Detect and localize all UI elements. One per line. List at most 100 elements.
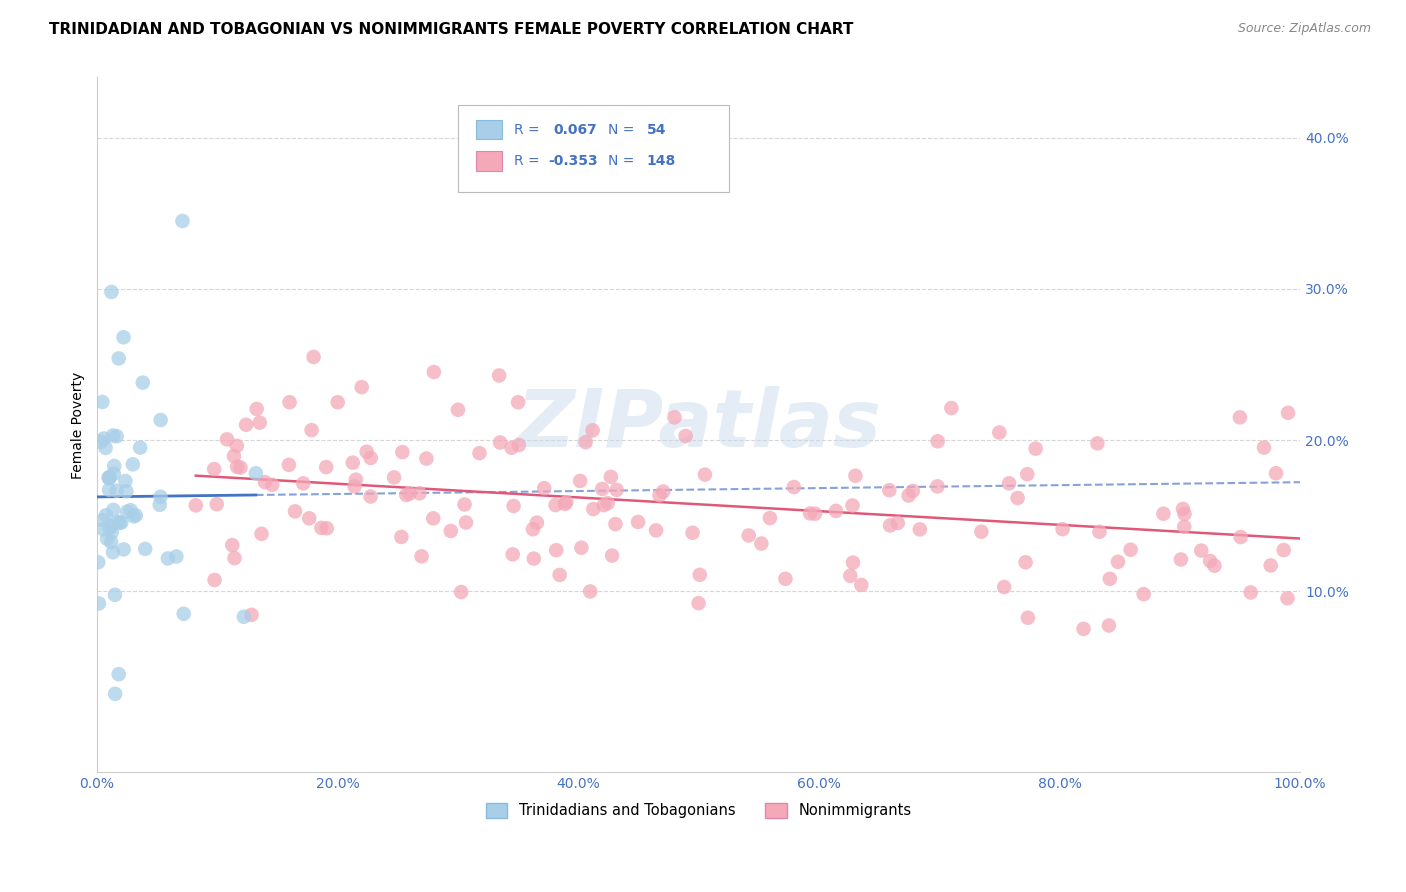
- Point: [1088, 524, 1111, 539]
- Point: [555, 495, 578, 509]
- Point: [693, 467, 716, 482]
- Text: N =: N =: [609, 122, 640, 136]
- Point: [278, 395, 301, 409]
- Point: [1119, 542, 1142, 557]
- Point: [502, 547, 524, 561]
- Point: [591, 482, 613, 496]
- Text: Source: ZipAtlas.com: Source: ZipAtlas.com: [1237, 22, 1371, 36]
- Point: [592, 498, 614, 512]
- Point: [901, 483, 924, 498]
- Point: [1173, 519, 1195, 533]
- Point: [93, 522, 115, 536]
- Point: [100, 535, 122, 549]
- Point: [887, 516, 910, 530]
- Point: [98, 520, 121, 534]
- Point: [1107, 555, 1129, 569]
- Point: [101, 545, 124, 559]
- Point: [988, 425, 1011, 440]
- Point: [1260, 558, 1282, 573]
- Point: [1253, 441, 1275, 455]
- Point: [398, 486, 420, 500]
- Point: [1017, 611, 1039, 625]
- Point: [149, 413, 172, 427]
- FancyBboxPatch shape: [458, 105, 728, 192]
- Point: [342, 456, 364, 470]
- Point: [1132, 587, 1154, 601]
- Point: [737, 528, 759, 542]
- Point: [1189, 543, 1212, 558]
- Text: 0.067: 0.067: [553, 122, 596, 136]
- Point: [1017, 467, 1039, 482]
- Text: -0.353: -0.353: [548, 153, 598, 168]
- Point: [87, 555, 110, 569]
- Point: [103, 467, 125, 481]
- Point: [315, 460, 337, 475]
- Point: [104, 588, 127, 602]
- Point: [544, 498, 567, 512]
- Point: [105, 483, 128, 498]
- Point: [94, 508, 117, 523]
- Point: [645, 524, 668, 538]
- Point: [225, 439, 247, 453]
- Point: [851, 578, 873, 592]
- Point: [927, 479, 949, 493]
- Point: [759, 511, 782, 525]
- Point: [675, 429, 697, 443]
- Point: [844, 468, 866, 483]
- Point: [98, 471, 121, 485]
- Point: [1229, 410, 1251, 425]
- Point: [1240, 585, 1263, 599]
- Point: [1025, 442, 1047, 456]
- Point: [682, 525, 704, 540]
- Point: [522, 522, 544, 536]
- Point: [605, 517, 627, 532]
- Point: [262, 478, 284, 492]
- Point: [122, 509, 145, 524]
- Point: [606, 483, 628, 497]
- Text: ZIPatlas: ZIPatlas: [516, 386, 882, 464]
- Point: [1171, 502, 1194, 516]
- Point: [112, 542, 135, 557]
- Point: [569, 474, 592, 488]
- Point: [447, 402, 470, 417]
- Point: [652, 484, 675, 499]
- Point: [103, 458, 125, 473]
- Point: [215, 433, 238, 447]
- Point: [1007, 491, 1029, 505]
- FancyBboxPatch shape: [477, 120, 502, 139]
- Point: [627, 515, 650, 529]
- Point: [360, 490, 382, 504]
- Point: [246, 401, 269, 416]
- Point: [571, 541, 593, 555]
- Point: [1087, 436, 1109, 450]
- Point: [468, 446, 491, 460]
- Point: [453, 498, 475, 512]
- Point: [120, 503, 142, 517]
- Point: [783, 480, 806, 494]
- Point: [254, 475, 277, 490]
- Point: [841, 499, 863, 513]
- Point: [204, 573, 226, 587]
- Point: [1272, 543, 1295, 558]
- Point: [302, 350, 325, 364]
- Point: [301, 423, 323, 437]
- Point: [879, 483, 901, 498]
- Point: [927, 434, 949, 449]
- Point: [581, 423, 603, 437]
- Point: [575, 435, 598, 450]
- Point: [1152, 507, 1174, 521]
- Point: [998, 476, 1021, 491]
- Point: [115, 484, 138, 499]
- Point: [103, 503, 125, 517]
- Point: [98, 470, 121, 484]
- Point: [360, 450, 382, 465]
- Point: [93, 432, 115, 446]
- Point: [91, 395, 114, 409]
- Point: [343, 479, 366, 493]
- Point: [970, 524, 993, 539]
- Point: [411, 549, 433, 564]
- Point: [156, 551, 179, 566]
- Point: [749, 536, 772, 550]
- Point: [149, 490, 172, 504]
- Point: [546, 543, 568, 558]
